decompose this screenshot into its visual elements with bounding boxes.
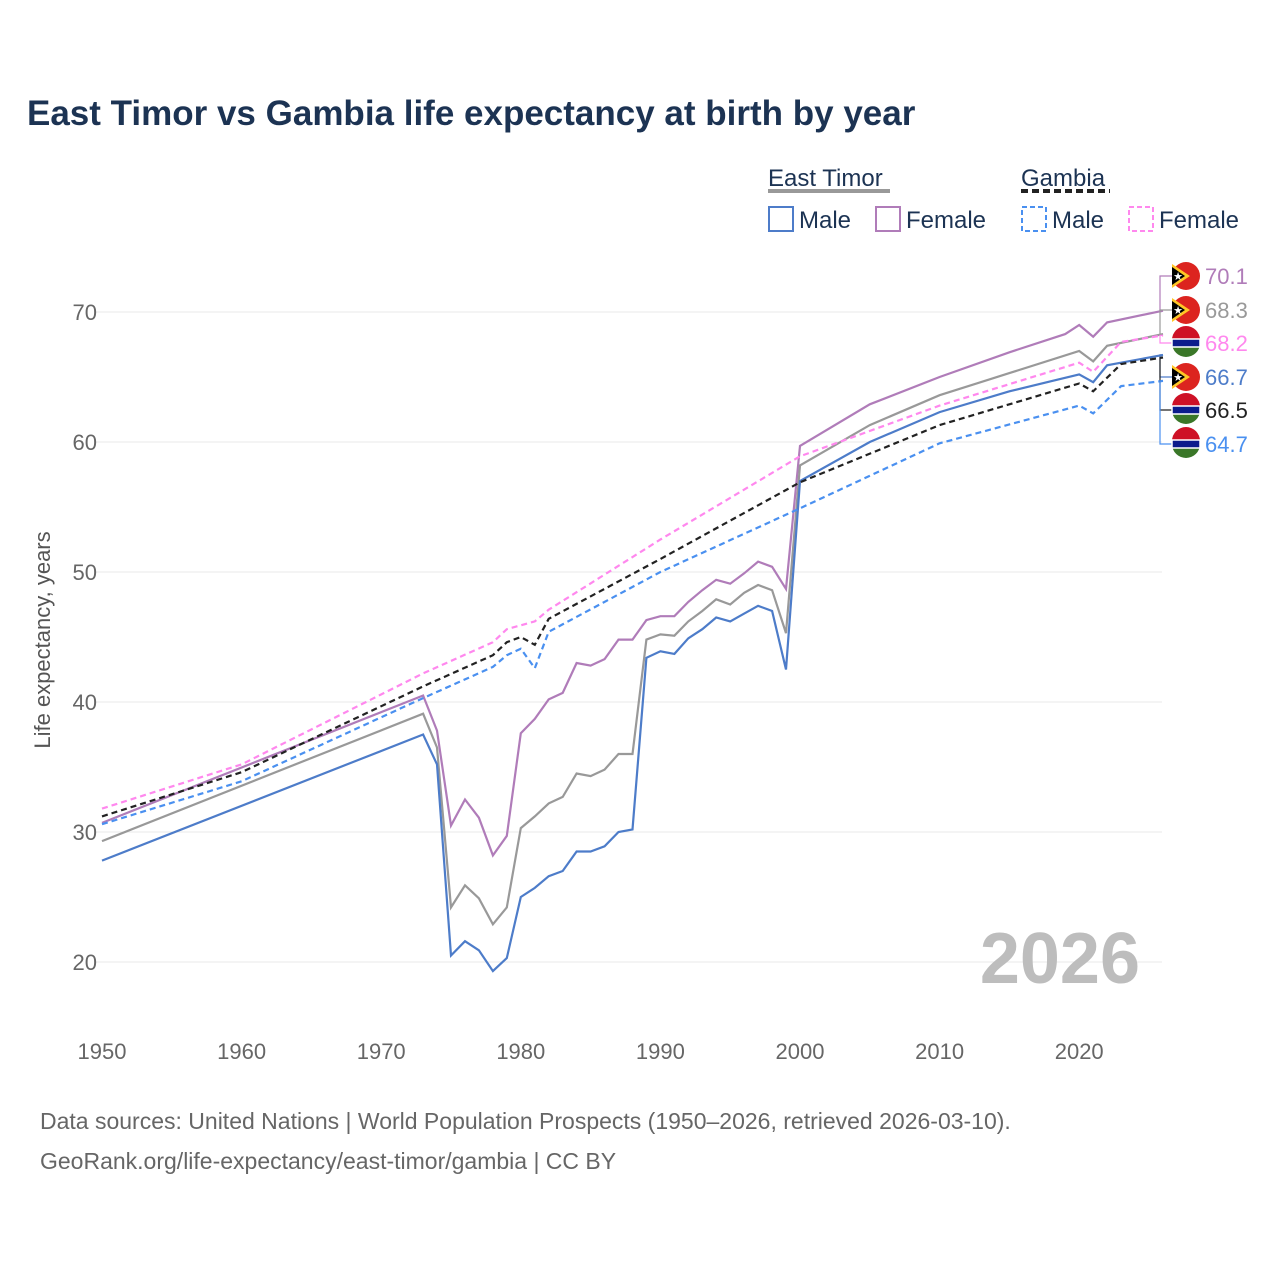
flag-band (1171, 338, 1201, 348)
legend-swatch (1128, 206, 1154, 232)
y-tick-label: 40 (73, 690, 97, 715)
legend-swatch (1021, 206, 1047, 232)
y-tick-label: 30 (73, 820, 97, 845)
flag-triangle (1172, 267, 1185, 285)
leader-line (1159, 334, 1172, 344)
y-tick-label: 70 (73, 300, 97, 325)
end-value-label: 66.7 (1205, 365, 1248, 390)
y-tick-label: 20 (73, 950, 97, 975)
legend-item-label: Male (1052, 207, 1104, 234)
x-tick-label: 1950 (78, 1039, 127, 1064)
x-tick-label: 1980 (496, 1039, 545, 1064)
y-tick-label: 50 (73, 560, 97, 585)
leader-line (1159, 309, 1172, 335)
flag-triangle (1172, 368, 1185, 386)
flag-star: ★ (1173, 305, 1183, 317)
x-tick-label: 1970 (357, 1039, 406, 1064)
end-value-label: 66.5 (1205, 398, 1248, 423)
flag-band (1172, 427, 1200, 441)
x-tick-label: 2000 (776, 1039, 825, 1064)
legend-swatch (768, 206, 794, 232)
end-value-label: 68.2 (1205, 331, 1248, 356)
x-tick-label: 1960 (217, 1039, 266, 1064)
flag-band (1171, 439, 1201, 449)
end-value-label: 70.1 (1205, 264, 1248, 289)
series-line-east-timor-male (101, 353, 1164, 973)
legend-swatch (875, 206, 901, 232)
flag-triangle (1172, 301, 1185, 319)
x-tick-label: 1990 (636, 1039, 685, 1064)
year-watermark: 2026 (980, 919, 1140, 999)
leader-line (1159, 356, 1172, 411)
flag-band (1172, 393, 1200, 407)
series-line-gambia-male (101, 379, 1164, 826)
source-line: Data sources: United Nations | World Pop… (40, 1108, 1011, 1134)
flag-band (1172, 326, 1200, 340)
legend-item-label: Female (1159, 207, 1239, 234)
x-tick-label: 2020 (1055, 1039, 1104, 1064)
series-line-gambia (101, 356, 1164, 818)
source-url: GeoRank.org/life-expectancy/east-timor/g… (40, 1148, 617, 1174)
x-tick-label: 2010 (915, 1039, 964, 1064)
leader-line (1159, 275, 1172, 312)
end-value-label: 64.7 (1205, 432, 1248, 457)
legend-group-east-timor: East Timor (768, 165, 883, 192)
flag-star: ★ (1173, 271, 1183, 283)
legend-group-gambia: Gambia (1021, 165, 1106, 192)
legend-item-label: Female (906, 207, 986, 234)
series-line-east-timor-female (101, 309, 1164, 858)
legend-item-label: Male (799, 207, 851, 234)
y-tick-label: 60 (73, 430, 97, 455)
flag-band (1171, 405, 1201, 415)
y-axis-label: Life expectancy, years (30, 531, 55, 748)
chart-title: East Timor vs Gambia life expectancy at … (27, 94, 916, 133)
leader-line (1159, 380, 1172, 445)
flag-star: ★ (1173, 372, 1183, 384)
series-line-east-timor (101, 333, 1164, 927)
series-line-gambia-female (101, 334, 1164, 810)
end-value-label: 68.3 (1205, 298, 1248, 323)
